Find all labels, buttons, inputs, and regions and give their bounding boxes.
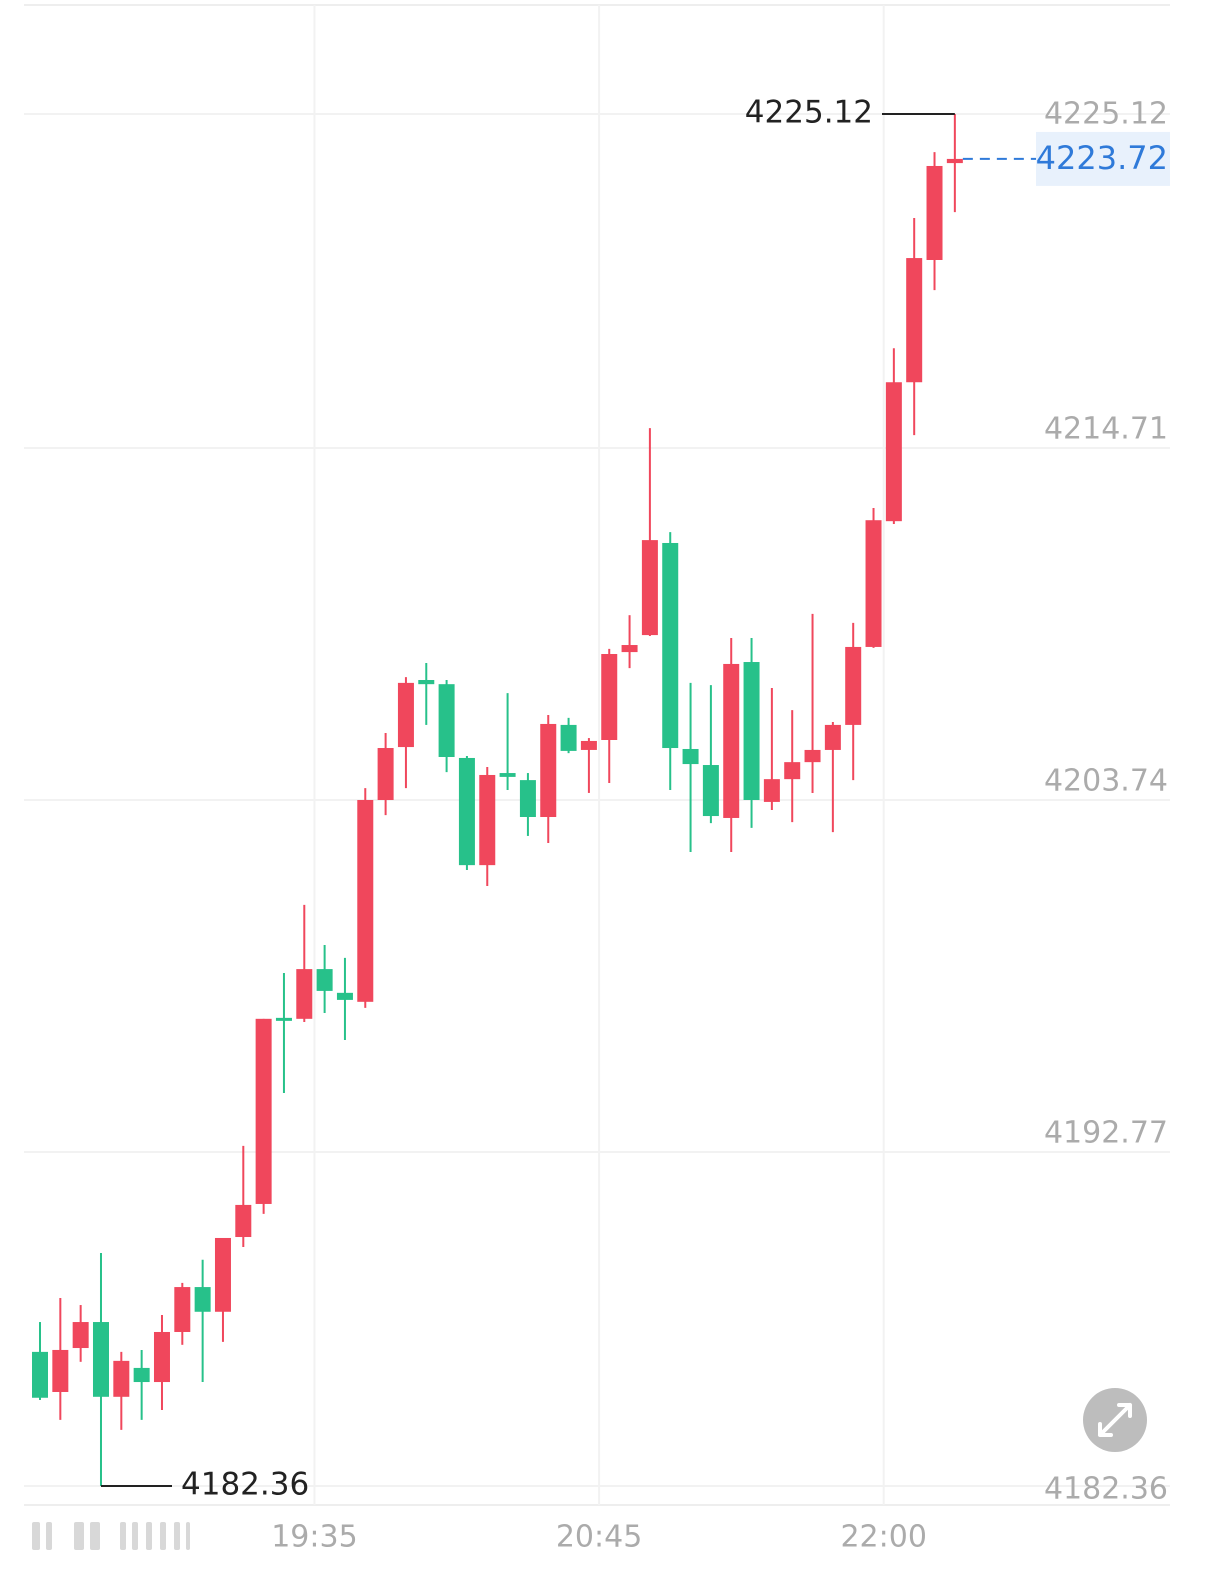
- candle-body: [72, 1322, 89, 1349]
- candle-body: [499, 773, 516, 777]
- expand-icon[interactable]: [1098, 1403, 1132, 1437]
- candle-body: [479, 774, 496, 866]
- y-tick-label: 4214.71: [1044, 412, 1168, 447]
- candle-body: [601, 654, 618, 740]
- candle-body: [153, 1331, 170, 1383]
- candle-body: [336, 992, 353, 1000]
- candle-body: [763, 779, 780, 802]
- high-marker-label: 4225.12: [745, 95, 873, 131]
- candle-body: [865, 520, 882, 647]
- y-tick-label: 4182.36: [1044, 1472, 1168, 1507]
- candle-body: [560, 724, 577, 751]
- toolbar-placeholder: [32, 1522, 190, 1550]
- candle-body: [275, 1017, 292, 1021]
- candle-body: [702, 765, 719, 817]
- candle-body: [621, 645, 638, 653]
- candle-body: [804, 749, 821, 763]
- candle-body: [580, 740, 597, 750]
- candle-body: [418, 679, 435, 685]
- x-tick-label: 22:00: [840, 1520, 926, 1555]
- last-price-box: [1036, 131, 1170, 186]
- x-tick-label: 20:45: [556, 1520, 642, 1555]
- candle-body: [255, 1018, 272, 1204]
- candle-body: [946, 158, 963, 164]
- candle-body: [641, 540, 658, 636]
- x-tick-label: 19:35: [271, 1520, 357, 1555]
- candle-body: [32, 1351, 48, 1398]
- low-marker-label: 4182.36: [181, 1467, 309, 1503]
- candle-body: [357, 800, 374, 1002]
- y-tick-label: 4203.74: [1044, 764, 1168, 799]
- expand-button[interactable]: [1083, 1388, 1147, 1452]
- candle-body: [194, 1287, 211, 1312]
- candle-body: [824, 724, 841, 750]
- y-tick-label: 4225.12: [1044, 97, 1168, 132]
- candle-body: [885, 382, 902, 522]
- candle-body: [52, 1349, 69, 1392]
- candle-body: [92, 1322, 109, 1397]
- candle-body: [662, 542, 679, 749]
- candle-body: [133, 1367, 150, 1383]
- last-price-label: 4223.72: [1036, 139, 1168, 177]
- candle-body: [397, 682, 414, 748]
- y-tick-label: 4192.77: [1044, 1115, 1168, 1150]
- candle-body: [926, 165, 943, 260]
- candle-body: [845, 646, 862, 725]
- candle-body: [214, 1237, 231, 1312]
- candle-body: [723, 663, 740, 818]
- candle-body: [296, 969, 313, 1019]
- candle-body: [784, 762, 801, 780]
- candle-body: [743, 662, 760, 800]
- candle-body: [458, 757, 475, 866]
- candle-body: [540, 723, 557, 818]
- candle-body: [235, 1204, 252, 1238]
- candle-body: [377, 748, 394, 800]
- candle-body: [438, 684, 455, 758]
- candle-body: [906, 258, 923, 383]
- candle-body: [519, 780, 536, 818]
- candle-body: [174, 1287, 191, 1332]
- candle-body: [113, 1360, 130, 1397]
- candle-body: [316, 969, 333, 991]
- candle-body: [682, 748, 699, 765]
